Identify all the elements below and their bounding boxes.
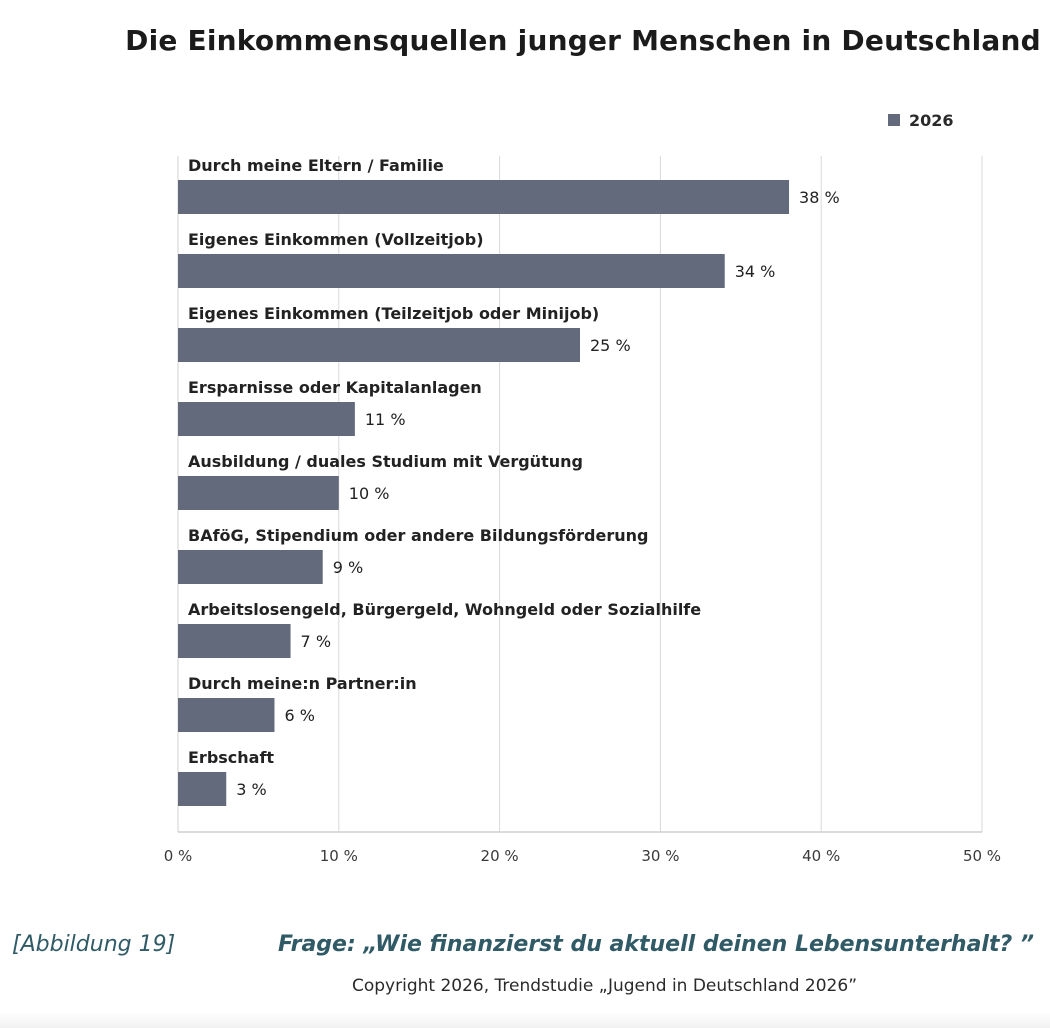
x-tick-label: 10 % (320, 847, 358, 865)
category-label: Ersparnisse oder Kapitalanlagen (188, 378, 482, 397)
category-label: Durch meine:n Partner:in (188, 674, 417, 693)
chart-title: Die Einkommensquellen junger Menschen in… (125, 24, 1041, 57)
data-label: 3 % (236, 780, 266, 799)
category-label: Eigenes Einkommen (Teilzeitjob oder Mini… (188, 304, 599, 323)
bar (178, 180, 790, 214)
bar (178, 476, 339, 510)
data-label: 11 % (365, 410, 406, 429)
figure-number: [Abbildung 19] (12, 932, 176, 957)
category-label: BAföG, Stipendium oder andere Bildungsfö… (188, 526, 648, 545)
survey-question: Frage: „Wie finanzierst du aktuell deine… (278, 932, 1035, 957)
bar-chart: 0 % 10 % 20 % 30 % 40 % 50 % 2026 Durch meine E… (164, 111, 1001, 865)
legend-label: 2026 (909, 111, 954, 130)
copyright-note: Copyright 2026, Trendstudie „Jugend in D… (352, 976, 857, 996)
data-label: 9 % (333, 558, 363, 577)
category-label: Ausbildung / duales Studium mit Vergütun… (188, 452, 583, 471)
data-label: 7 % (301, 632, 331, 651)
data-label: 6 % (284, 706, 314, 725)
data-label: 25 % (590, 336, 631, 355)
data-label: 34 % (735, 262, 776, 281)
bar (178, 772, 227, 806)
category-label: Erbschaft (188, 748, 274, 767)
x-tick-label: 40 % (802, 847, 840, 865)
category-label: Durch meine Eltern / Familie (188, 156, 444, 175)
data-label: 10 % (349, 484, 390, 503)
category-label: Arbeitslosengeld, Bürgergeld, Wohngeld o… (188, 600, 701, 619)
bar (178, 254, 725, 288)
category-label: Eigenes Einkommen (Vollzeitjob) (188, 230, 484, 249)
bar (178, 402, 355, 436)
bar (178, 550, 323, 584)
bar (178, 624, 291, 658)
legend-swatch (888, 114, 900, 126)
x-tick-label: 20 % (481, 847, 519, 865)
x-tick-label: 30 % (641, 847, 679, 865)
bottom-shade (0, 1012, 1050, 1028)
data-label: 38 % (799, 188, 840, 207)
x-tick-label: 0 % (164, 847, 193, 865)
bar (178, 698, 275, 732)
x-tick-label: 50 % (963, 847, 1001, 865)
bar (178, 328, 580, 362)
